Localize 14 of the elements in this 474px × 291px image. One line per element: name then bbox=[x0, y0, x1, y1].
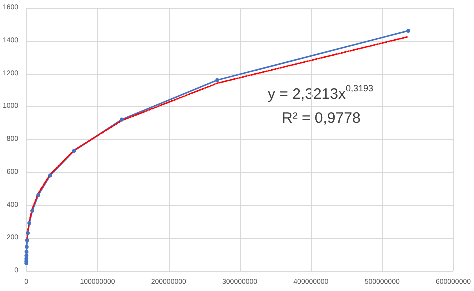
point bbox=[216, 78, 220, 82]
point bbox=[24, 250, 29, 254]
point bbox=[120, 118, 124, 122]
point bbox=[24, 245, 29, 250]
point bbox=[36, 193, 41, 198]
point bbox=[28, 221, 32, 226]
point bbox=[48, 174, 52, 178]
point bbox=[406, 29, 411, 34]
point bbox=[24, 254, 29, 258]
annotation: R² = 0,9778 bbox=[282, 110, 361, 127]
point bbox=[72, 149, 76, 154]
point bbox=[25, 238, 30, 243]
point bbox=[26, 231, 30, 236]
point bbox=[30, 209, 35, 213]
